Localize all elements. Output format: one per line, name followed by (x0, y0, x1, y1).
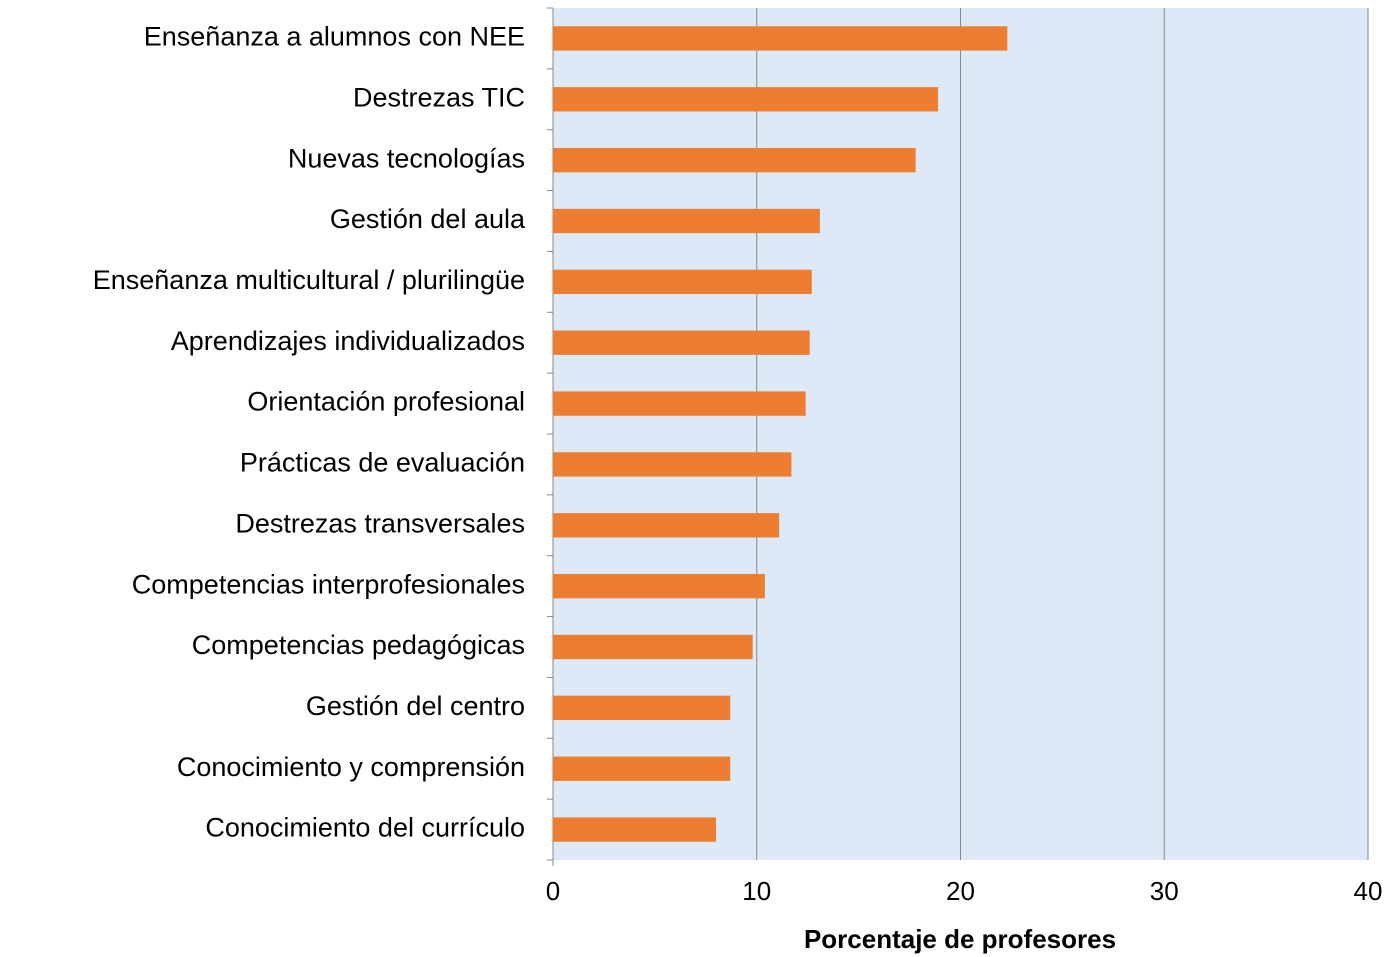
y-tick-label: Nuevas tecnologías (288, 143, 525, 173)
y-tick-label: Gestión del aula (330, 204, 526, 234)
y-tick-label: Orientación profesional (247, 387, 525, 417)
y-tick-label: Prácticas de evaluación (240, 448, 525, 478)
bar (553, 269, 812, 295)
y-tick-label: Gestión del centro (306, 691, 525, 721)
bar (553, 695, 731, 721)
y-tick-label: Destrezas transversales (235, 508, 525, 538)
bar (553, 634, 753, 660)
bar (553, 573, 765, 599)
y-tick-label: Enseñanza a alumnos con NEE (144, 22, 525, 52)
y-tick-label: Competencias interprofesionales (132, 569, 525, 599)
y-tick-label: Competencias pedagógicas (192, 630, 525, 660)
x-tick-label: 30 (1150, 876, 1179, 906)
x-tick-label: 40 (1354, 876, 1383, 906)
x-tick-label: 20 (946, 876, 975, 906)
bar (553, 208, 820, 234)
x-axis-label: Porcentaje de profesores (804, 924, 1116, 954)
bar (553, 513, 780, 538)
y-tick-label: Destrezas TIC (353, 82, 525, 112)
y-tick-label: Enseñanza multicultural / plurilingüe (93, 265, 525, 295)
bar (553, 330, 810, 355)
bar (553, 147, 916, 173)
x-tick-label: 0 (546, 876, 560, 906)
bar (553, 87, 939, 112)
y-tick-label: Conocimiento y comprensión (177, 752, 525, 782)
y-tick-label: Aprendizajes individualizados (171, 326, 525, 356)
bar (553, 756, 731, 781)
x-tick-label: 10 (742, 876, 771, 906)
bar (553, 391, 806, 416)
bar (553, 452, 792, 477)
y-tick-label: Conocimiento del currículo (205, 813, 525, 843)
bar (553, 817, 716, 842)
bar (553, 26, 1008, 51)
